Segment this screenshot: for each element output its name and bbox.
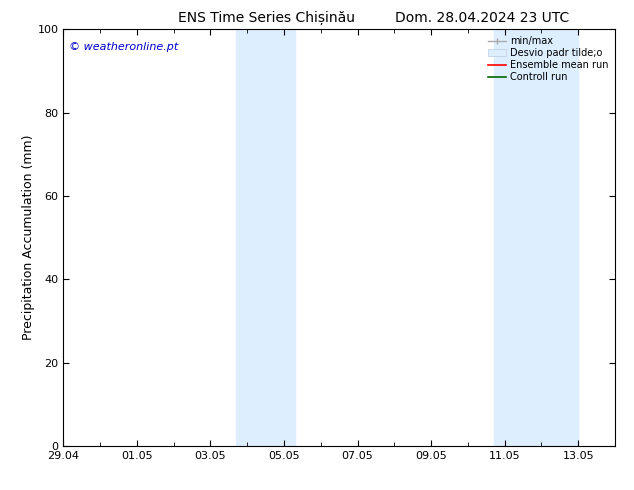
Bar <box>236 29 295 446</box>
Bar <box>494 29 578 446</box>
Y-axis label: Precipitation Accumulation (mm): Precipitation Accumulation (mm) <box>22 135 35 341</box>
Text: ENS Time Series Chișinău: ENS Time Series Chișinău <box>178 11 355 25</box>
Text: © weatheronline.pt: © weatheronline.pt <box>69 42 178 52</box>
Text: Dom. 28.04.2024 23 UTC: Dom. 28.04.2024 23 UTC <box>395 11 569 25</box>
Legend: min/max, Desvio padr tilde;o, Ensemble mean run, Controll run: min/max, Desvio padr tilde;o, Ensemble m… <box>486 34 610 84</box>
